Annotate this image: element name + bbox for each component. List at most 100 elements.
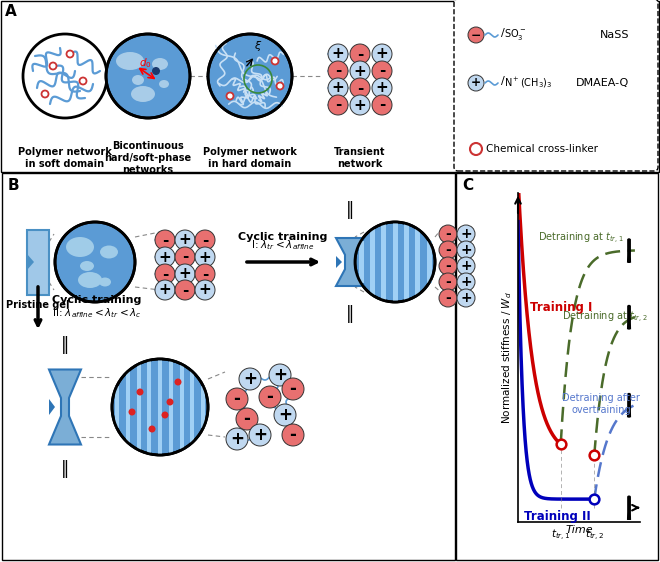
Text: II: $\lambda_{affine} < \lambda_{tr} < \lambda_c$: II: $\lambda_{affine} < \lambda_{tr} < \… xyxy=(52,306,142,320)
Bar xyxy=(126,371,130,442)
Circle shape xyxy=(372,44,392,64)
Text: Cyclic training: Cyclic training xyxy=(238,232,327,242)
Circle shape xyxy=(42,90,48,97)
Text: Training I: Training I xyxy=(530,301,593,314)
Ellipse shape xyxy=(99,278,111,287)
Text: -: - xyxy=(445,227,451,241)
Circle shape xyxy=(112,359,208,455)
Text: ‖: ‖ xyxy=(61,336,69,354)
Bar xyxy=(2,173,455,560)
Circle shape xyxy=(350,61,370,81)
Text: $d_0$: $d_0$ xyxy=(139,56,151,70)
Circle shape xyxy=(174,378,182,386)
Circle shape xyxy=(350,44,370,64)
Text: +: + xyxy=(331,47,345,61)
Y-axis label: Normalized stiffness / $W_d$: Normalized stiffness / $W_d$ xyxy=(500,291,514,424)
Bar xyxy=(456,173,658,560)
Circle shape xyxy=(271,57,279,65)
Bar xyxy=(370,229,375,295)
Circle shape xyxy=(457,273,475,291)
Circle shape xyxy=(328,61,348,81)
Circle shape xyxy=(239,368,261,390)
Text: ‖: ‖ xyxy=(346,201,354,219)
Text: -: - xyxy=(379,97,385,112)
Ellipse shape xyxy=(132,75,144,85)
Text: $t_{tr,2}$: $t_{tr,2}$ xyxy=(585,528,604,543)
Text: Detraining at $t_{tr,1}$: Detraining at $t_{tr,1}$ xyxy=(538,231,624,246)
Circle shape xyxy=(439,257,457,275)
Text: +: + xyxy=(354,64,366,79)
Text: -: - xyxy=(445,275,451,289)
X-axis label: Time: Time xyxy=(565,525,593,535)
Circle shape xyxy=(269,364,291,386)
Bar xyxy=(201,386,205,428)
Circle shape xyxy=(79,78,86,84)
Text: +: + xyxy=(460,243,472,257)
Circle shape xyxy=(106,34,190,118)
Text: -: - xyxy=(335,64,341,79)
Circle shape xyxy=(468,75,484,91)
Text: +: + xyxy=(460,259,472,273)
Bar xyxy=(27,229,49,294)
Bar xyxy=(381,224,386,300)
Text: B: B xyxy=(8,178,20,193)
Ellipse shape xyxy=(152,58,168,70)
Text: Bicontinuous
hard/soft-phase
networks: Bicontinuous hard/soft-phase networks xyxy=(104,142,191,175)
Polygon shape xyxy=(336,238,364,286)
Text: I: $\lambda_{tr} < \lambda_{affine}$: I: $\lambda_{tr} < \lambda_{affine}$ xyxy=(251,238,315,252)
Circle shape xyxy=(50,62,57,70)
Circle shape xyxy=(259,386,281,408)
Circle shape xyxy=(328,78,348,98)
Circle shape xyxy=(468,27,484,43)
Text: +: + xyxy=(471,76,481,89)
Text: /: / xyxy=(501,76,505,86)
Circle shape xyxy=(439,225,457,243)
Text: +: + xyxy=(460,227,472,241)
Text: -: - xyxy=(202,266,208,282)
Text: ‖: ‖ xyxy=(61,460,69,478)
Polygon shape xyxy=(49,369,81,445)
Circle shape xyxy=(226,93,234,99)
Text: $\mathsf{N^+(CH_3)_3}$: $\mathsf{N^+(CH_3)_3}$ xyxy=(504,76,552,90)
Ellipse shape xyxy=(66,237,94,257)
Text: -: - xyxy=(445,259,451,273)
Text: Cyclic training: Cyclic training xyxy=(52,295,141,305)
Circle shape xyxy=(137,388,143,396)
Polygon shape xyxy=(336,256,342,268)
Ellipse shape xyxy=(78,272,102,288)
Text: $\xi$: $\xi$ xyxy=(254,39,262,53)
Text: -: - xyxy=(357,80,363,96)
Circle shape xyxy=(439,289,457,307)
Circle shape xyxy=(372,61,392,81)
Bar xyxy=(169,360,173,454)
Text: +: + xyxy=(376,47,388,61)
Text: Chemical cross-linker: Chemical cross-linker xyxy=(486,144,598,154)
Text: -: - xyxy=(244,410,250,428)
Bar xyxy=(415,229,420,295)
Text: -: - xyxy=(335,97,341,112)
Text: -: - xyxy=(290,380,296,398)
Circle shape xyxy=(67,51,73,57)
Text: +: + xyxy=(331,80,345,96)
Circle shape xyxy=(282,424,304,446)
Text: -: - xyxy=(357,47,363,61)
Text: +: + xyxy=(158,250,172,265)
Circle shape xyxy=(372,95,392,115)
Circle shape xyxy=(195,230,215,250)
Text: Polymer network
in hard domain: Polymer network in hard domain xyxy=(203,147,297,169)
Circle shape xyxy=(328,44,348,64)
Text: -: - xyxy=(162,266,168,282)
Circle shape xyxy=(55,222,135,302)
Circle shape xyxy=(457,241,475,259)
Bar xyxy=(158,359,162,455)
Text: +: + xyxy=(460,291,472,305)
Polygon shape xyxy=(49,399,55,415)
Bar xyxy=(147,360,151,454)
Circle shape xyxy=(155,230,175,250)
Circle shape xyxy=(155,280,175,300)
Text: DMAEA-Q: DMAEA-Q xyxy=(576,78,629,88)
Text: Polymer network
in soft domain: Polymer network in soft domain xyxy=(18,147,112,169)
Ellipse shape xyxy=(116,52,144,70)
Circle shape xyxy=(152,67,160,75)
Circle shape xyxy=(129,409,135,415)
